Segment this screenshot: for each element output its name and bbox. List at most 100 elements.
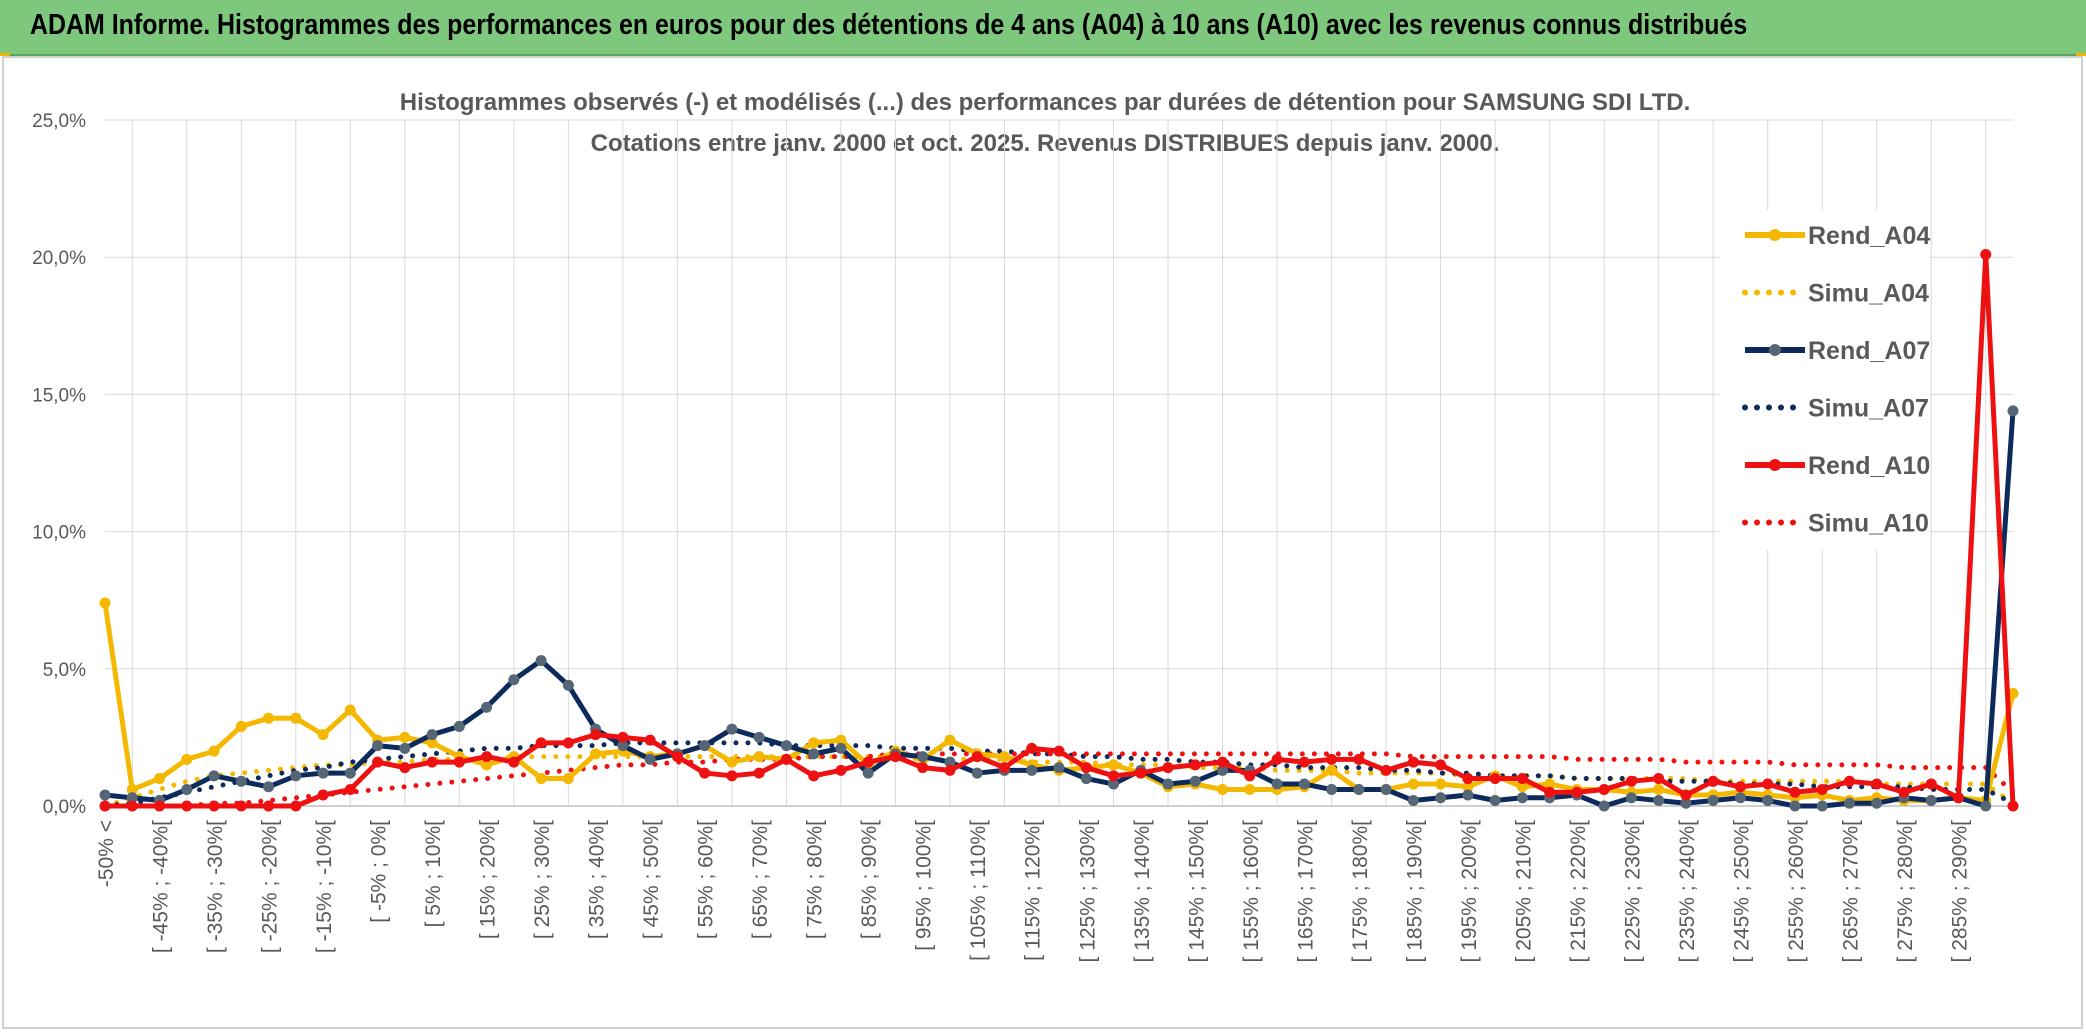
- data-point: [917, 762, 929, 774]
- data-point: [535, 737, 547, 749]
- data-point: [290, 770, 302, 782]
- data-point: [780, 740, 792, 752]
- data-point: [399, 731, 411, 743]
- data-point: [753, 731, 765, 743]
- data-point: [862, 767, 874, 779]
- data-point: [1271, 753, 1283, 765]
- data-point: [208, 770, 220, 782]
- data-point: [644, 734, 656, 746]
- data-point: [835, 734, 847, 746]
- x-tick-label: -50% <: [95, 820, 118, 887]
- data-point: [917, 751, 929, 763]
- legend-marker: [1769, 229, 1781, 241]
- y-tick-label: 10,0%: [32, 523, 86, 544]
- x-tick-label: [ 215% ; 220%[: [1567, 820, 1590, 963]
- data-point: [290, 712, 302, 724]
- data-point: [998, 762, 1010, 774]
- data-point: [1026, 742, 1038, 754]
- data-point: [263, 712, 275, 724]
- data-point: [344, 767, 356, 779]
- data-point: [1135, 767, 1147, 779]
- y-tick-label: 15,0%: [32, 385, 86, 406]
- legend-item: Simu_A07: [1742, 395, 1929, 423]
- x-tick-label: [ -15% ; -10%[: [313, 820, 336, 953]
- legend-item: Simu_A10: [1742, 510, 1929, 538]
- data-point: [1435, 792, 1447, 804]
- x-tick-label: [ -35% ; -30%[: [204, 820, 227, 953]
- data-point: [671, 751, 683, 763]
- data-point: [1816, 784, 1828, 796]
- x-tick-label: [ 55% ; 60%[: [695, 820, 718, 939]
- data-point: [1108, 778, 1120, 790]
- data-point: [835, 764, 847, 776]
- data-point: [562, 737, 574, 749]
- data-point: [889, 751, 901, 763]
- data-point: [426, 737, 438, 749]
- x-tick-label: [ 65% ; 70%[: [749, 820, 772, 939]
- x-tick-label: [ 135% ; 140%[: [1131, 820, 1154, 963]
- data-point: [562, 773, 574, 785]
- data-point: [1326, 784, 1338, 796]
- data-point: [181, 800, 193, 812]
- data-point: [126, 800, 138, 812]
- x-tick-label: [ 235% ; 240%[: [1676, 820, 1699, 963]
- data-point: [1952, 792, 1964, 804]
- data-point: [508, 756, 520, 768]
- corner-mark-left: [0, 53, 10, 56]
- data-point: [1053, 745, 1065, 757]
- data-point: [753, 751, 765, 763]
- data-point: [1898, 786, 1910, 798]
- data-point: [372, 756, 384, 768]
- data-point: [344, 704, 356, 716]
- data-point: [862, 756, 874, 768]
- data-point: [154, 800, 166, 812]
- data-point: [971, 767, 983, 779]
- chart-frame: [2, 56, 2083, 1029]
- data-point: [1217, 756, 1229, 768]
- data-point: [1816, 800, 1828, 812]
- data-point: [317, 767, 329, 779]
- data-point: [780, 753, 792, 765]
- legend-label: Rend_A07: [1808, 337, 1930, 365]
- data-point: [99, 597, 111, 609]
- data-point: [617, 740, 629, 752]
- legend-item: Rend_A07: [1745, 337, 1930, 365]
- data-point: [644, 753, 656, 765]
- data-point: [1189, 775, 1201, 787]
- data-point: [481, 751, 493, 763]
- data-point: [1271, 778, 1283, 790]
- data-point: [290, 800, 302, 812]
- data-point: [1734, 781, 1746, 793]
- data-point: [1571, 786, 1583, 798]
- data-point: [1053, 762, 1065, 774]
- data-point: [808, 737, 820, 749]
- data-point: [1462, 781, 1474, 793]
- data-point: [1108, 759, 1120, 771]
- x-tick-label: [ 15% ; 20%[: [477, 820, 500, 939]
- data-point: [2007, 687, 2019, 699]
- y-axis-ticks: 0,0% 5,0% 10,0% 15,0% 20,0% 25,0%: [32, 111, 86, 818]
- data-point: [1298, 756, 1310, 768]
- data-point: [1843, 775, 1855, 787]
- legend-box: [1720, 210, 1930, 550]
- legend-item: Rend_A04: [1745, 222, 1930, 250]
- data-point: [126, 784, 138, 796]
- data-point: [699, 767, 711, 779]
- legend-marker: [1769, 344, 1781, 356]
- data-point: [372, 740, 384, 752]
- data-point: [1217, 764, 1229, 776]
- x-tick-label: [ 45% ; 50%[: [640, 820, 663, 939]
- data-point: [1653, 795, 1665, 807]
- data-point: [617, 731, 629, 743]
- data-point: [1789, 786, 1801, 798]
- x-tick-label: [ 85% ; 90%[: [858, 820, 881, 939]
- data-point: [1625, 792, 1637, 804]
- data-point: [235, 775, 247, 787]
- data-point: [562, 679, 574, 691]
- x-tick-label: [ 285% ; 290%[: [1948, 820, 1971, 963]
- data-point: [1189, 759, 1201, 771]
- legend-item: Rend_A10: [1745, 452, 1930, 480]
- data-point: [944, 756, 956, 768]
- data-point: [235, 800, 247, 812]
- data-point: [344, 784, 356, 796]
